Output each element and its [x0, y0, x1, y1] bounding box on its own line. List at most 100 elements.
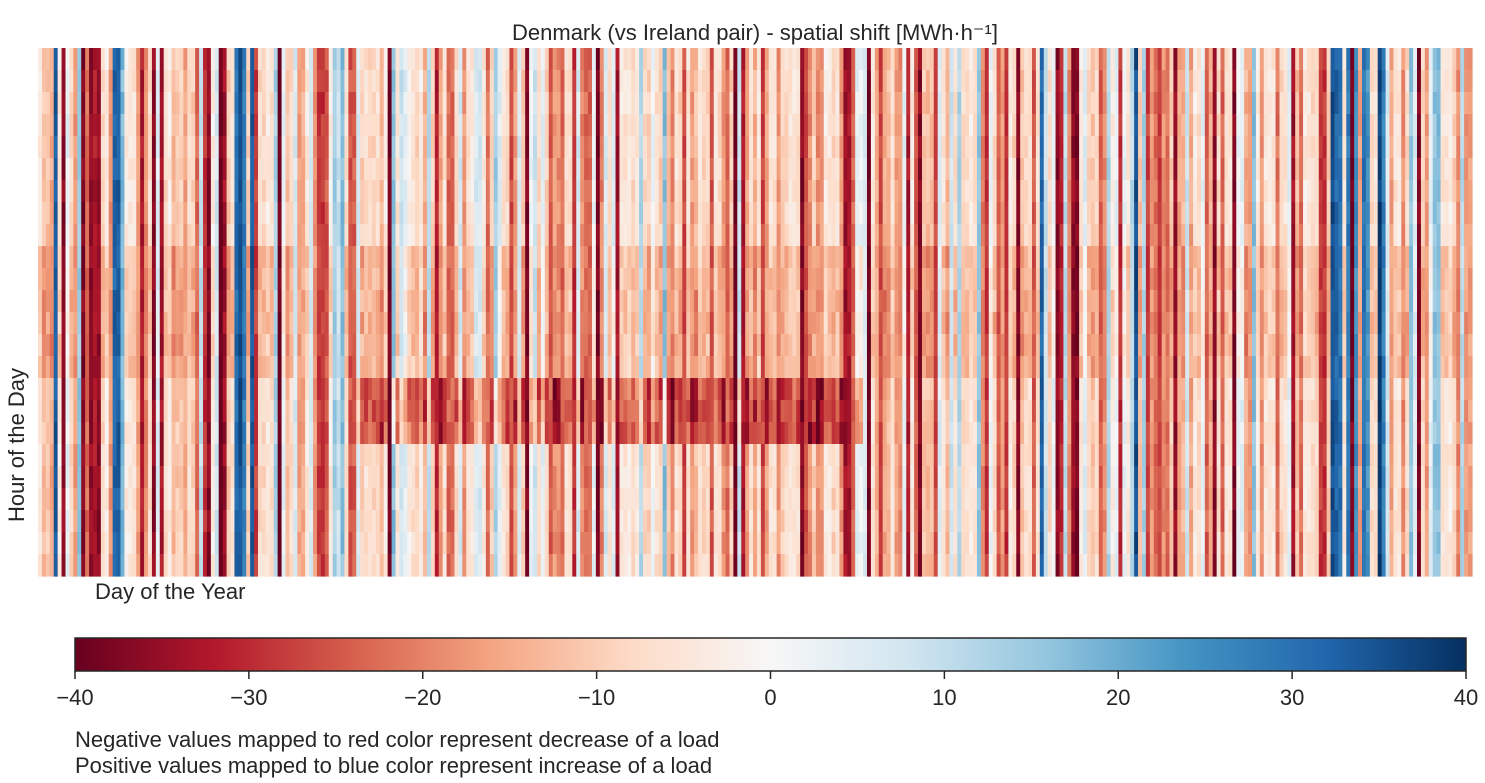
heatmap-cell — [839, 510, 844, 533]
heatmap-cell — [784, 378, 789, 401]
heatmap-cell — [383, 114, 389, 137]
heatmap-cell — [733, 290, 738, 313]
heatmap-cell — [309, 202, 314, 225]
heatmap-cell — [521, 488, 526, 511]
heatmap-cell — [104, 290, 110, 313]
heatmap-cell — [478, 92, 483, 115]
heatmap-cell — [407, 268, 412, 291]
heatmap-cell — [395, 422, 401, 445]
heatmap-cell — [65, 114, 71, 137]
heatmap-cell — [234, 510, 239, 533]
heatmap-cell — [206, 334, 212, 357]
heatmap-cell — [481, 400, 487, 423]
heatmap-cell — [100, 466, 106, 489]
heatmap-cell — [96, 268, 102, 291]
heatmap-cell — [442, 488, 448, 511]
heatmap-cell — [407, 400, 412, 423]
heatmap-cell — [466, 224, 471, 247]
heatmap-cell — [187, 422, 192, 445]
heatmap-cell — [320, 422, 326, 445]
heatmap-cell — [536, 356, 542, 379]
heatmap-cell — [415, 554, 420, 577]
heatmap-cell — [391, 246, 397, 269]
heatmap-cell — [505, 246, 511, 269]
heatmap-cell — [843, 158, 848, 181]
heatmap-cell — [831, 202, 837, 225]
heatmap-cell — [564, 246, 569, 269]
heatmap-cell — [631, 378, 636, 401]
heatmap-cell — [505, 510, 511, 533]
heatmap-cell — [591, 202, 597, 225]
heatmap-cell — [670, 378, 676, 401]
heatmap-cell — [662, 202, 668, 225]
heatmap-cell — [187, 158, 192, 181]
heatmap-cell — [203, 136, 208, 159]
heatmap-cell — [485, 510, 491, 533]
heatmap-cell — [411, 268, 416, 291]
heatmap-cell — [179, 114, 184, 137]
heatmap-cell — [595, 488, 601, 511]
heatmap-cell — [399, 268, 404, 291]
heatmap-cell — [383, 532, 389, 555]
heatmap-cell — [148, 268, 153, 291]
heatmap-cell — [411, 532, 416, 555]
heatmap-cell — [466, 444, 471, 467]
heatmap-cell — [179, 444, 184, 467]
heatmap-cell — [226, 92, 232, 115]
heatmap-cell — [277, 202, 283, 225]
heatmap-cell — [717, 488, 723, 511]
heatmap-cell — [155, 158, 161, 181]
heatmap-cell — [356, 114, 361, 137]
heatmap-cell — [556, 488, 562, 511]
heatmap-cell — [395, 180, 401, 203]
heatmap-cell — [163, 400, 169, 423]
heatmap-cell — [804, 136, 809, 159]
heatmap-cell — [144, 136, 149, 159]
heatmap-cell — [823, 290, 829, 313]
heatmap-cell — [250, 510, 255, 533]
heatmap-cell — [128, 554, 133, 577]
heatmap-cell — [804, 290, 809, 313]
heatmap-cell — [493, 488, 499, 511]
heatmap-cell — [104, 444, 110, 467]
heatmap-cell — [772, 400, 778, 423]
heatmap-cell — [100, 532, 106, 555]
heatmap-cell — [364, 378, 369, 401]
heatmap-cell — [93, 378, 98, 401]
heatmap-cell — [387, 334, 393, 357]
heatmap-cell — [713, 268, 719, 291]
heatmap-cell — [584, 202, 589, 225]
heatmap-cell — [737, 532, 742, 555]
heatmap-cell — [387, 48, 393, 71]
heatmap-cell — [725, 114, 731, 137]
heatmap-cell — [45, 312, 51, 335]
heatmap-cell — [61, 136, 67, 159]
heatmap-cell — [144, 554, 149, 577]
heatmap-cell — [195, 180, 200, 203]
heatmap-cell — [792, 70, 797, 93]
heatmap-cell — [823, 510, 829, 533]
heatmap-cell — [725, 136, 731, 159]
heatmap-cell — [489, 554, 495, 577]
heatmap-cell — [108, 422, 114, 445]
heatmap-cell — [163, 554, 169, 577]
heatmap-cell — [481, 488, 487, 511]
heatmap-cell — [336, 114, 342, 137]
heatmap-cell — [411, 312, 416, 335]
heatmap-cell — [297, 422, 302, 445]
heatmap-cell — [815, 158, 821, 181]
heatmap-cell — [682, 356, 687, 379]
heatmap-cell — [246, 92, 251, 115]
heatmap-cell — [183, 136, 188, 159]
heatmap-cell — [379, 378, 385, 401]
heatmap-cell — [116, 422, 122, 445]
heatmap-cell — [650, 422, 656, 445]
heatmap-cell — [800, 202, 805, 225]
heatmap-cell — [438, 48, 444, 71]
heatmap-cell — [49, 48, 55, 71]
heatmap-cell — [721, 510, 727, 533]
heatmap-cell — [430, 268, 436, 291]
heatmap-cell — [352, 48, 357, 71]
heatmap-cell — [800, 290, 805, 313]
heatmap-cell — [599, 268, 605, 291]
